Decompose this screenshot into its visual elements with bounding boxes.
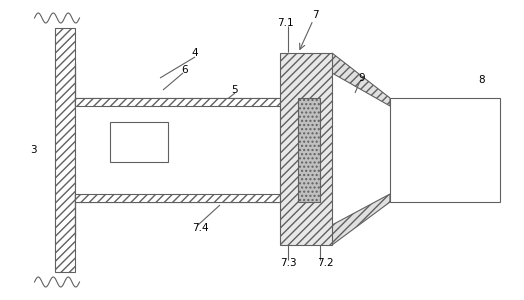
- Bar: [280, 53, 332, 245]
- Bar: [75, 194, 280, 202]
- Text: 7.3: 7.3: [280, 258, 296, 268]
- Polygon shape: [332, 194, 390, 245]
- Bar: [75, 98, 280, 202]
- Text: 7.4: 7.4: [192, 223, 209, 233]
- Text: 9: 9: [359, 73, 365, 83]
- Polygon shape: [332, 53, 390, 106]
- Bar: [298, 98, 320, 202]
- Text: 5: 5: [232, 85, 238, 95]
- Text: 4: 4: [192, 48, 198, 58]
- Text: 7: 7: [312, 10, 319, 20]
- Bar: [390, 98, 500, 202]
- Bar: [55, 28, 75, 272]
- Text: 6: 6: [182, 65, 188, 75]
- Bar: [75, 98, 280, 106]
- Bar: [110, 122, 168, 162]
- Text: 7.1: 7.1: [277, 18, 293, 28]
- Text: 8: 8: [479, 75, 485, 85]
- Text: 3: 3: [30, 145, 36, 155]
- Text: 7.2: 7.2: [316, 258, 333, 268]
